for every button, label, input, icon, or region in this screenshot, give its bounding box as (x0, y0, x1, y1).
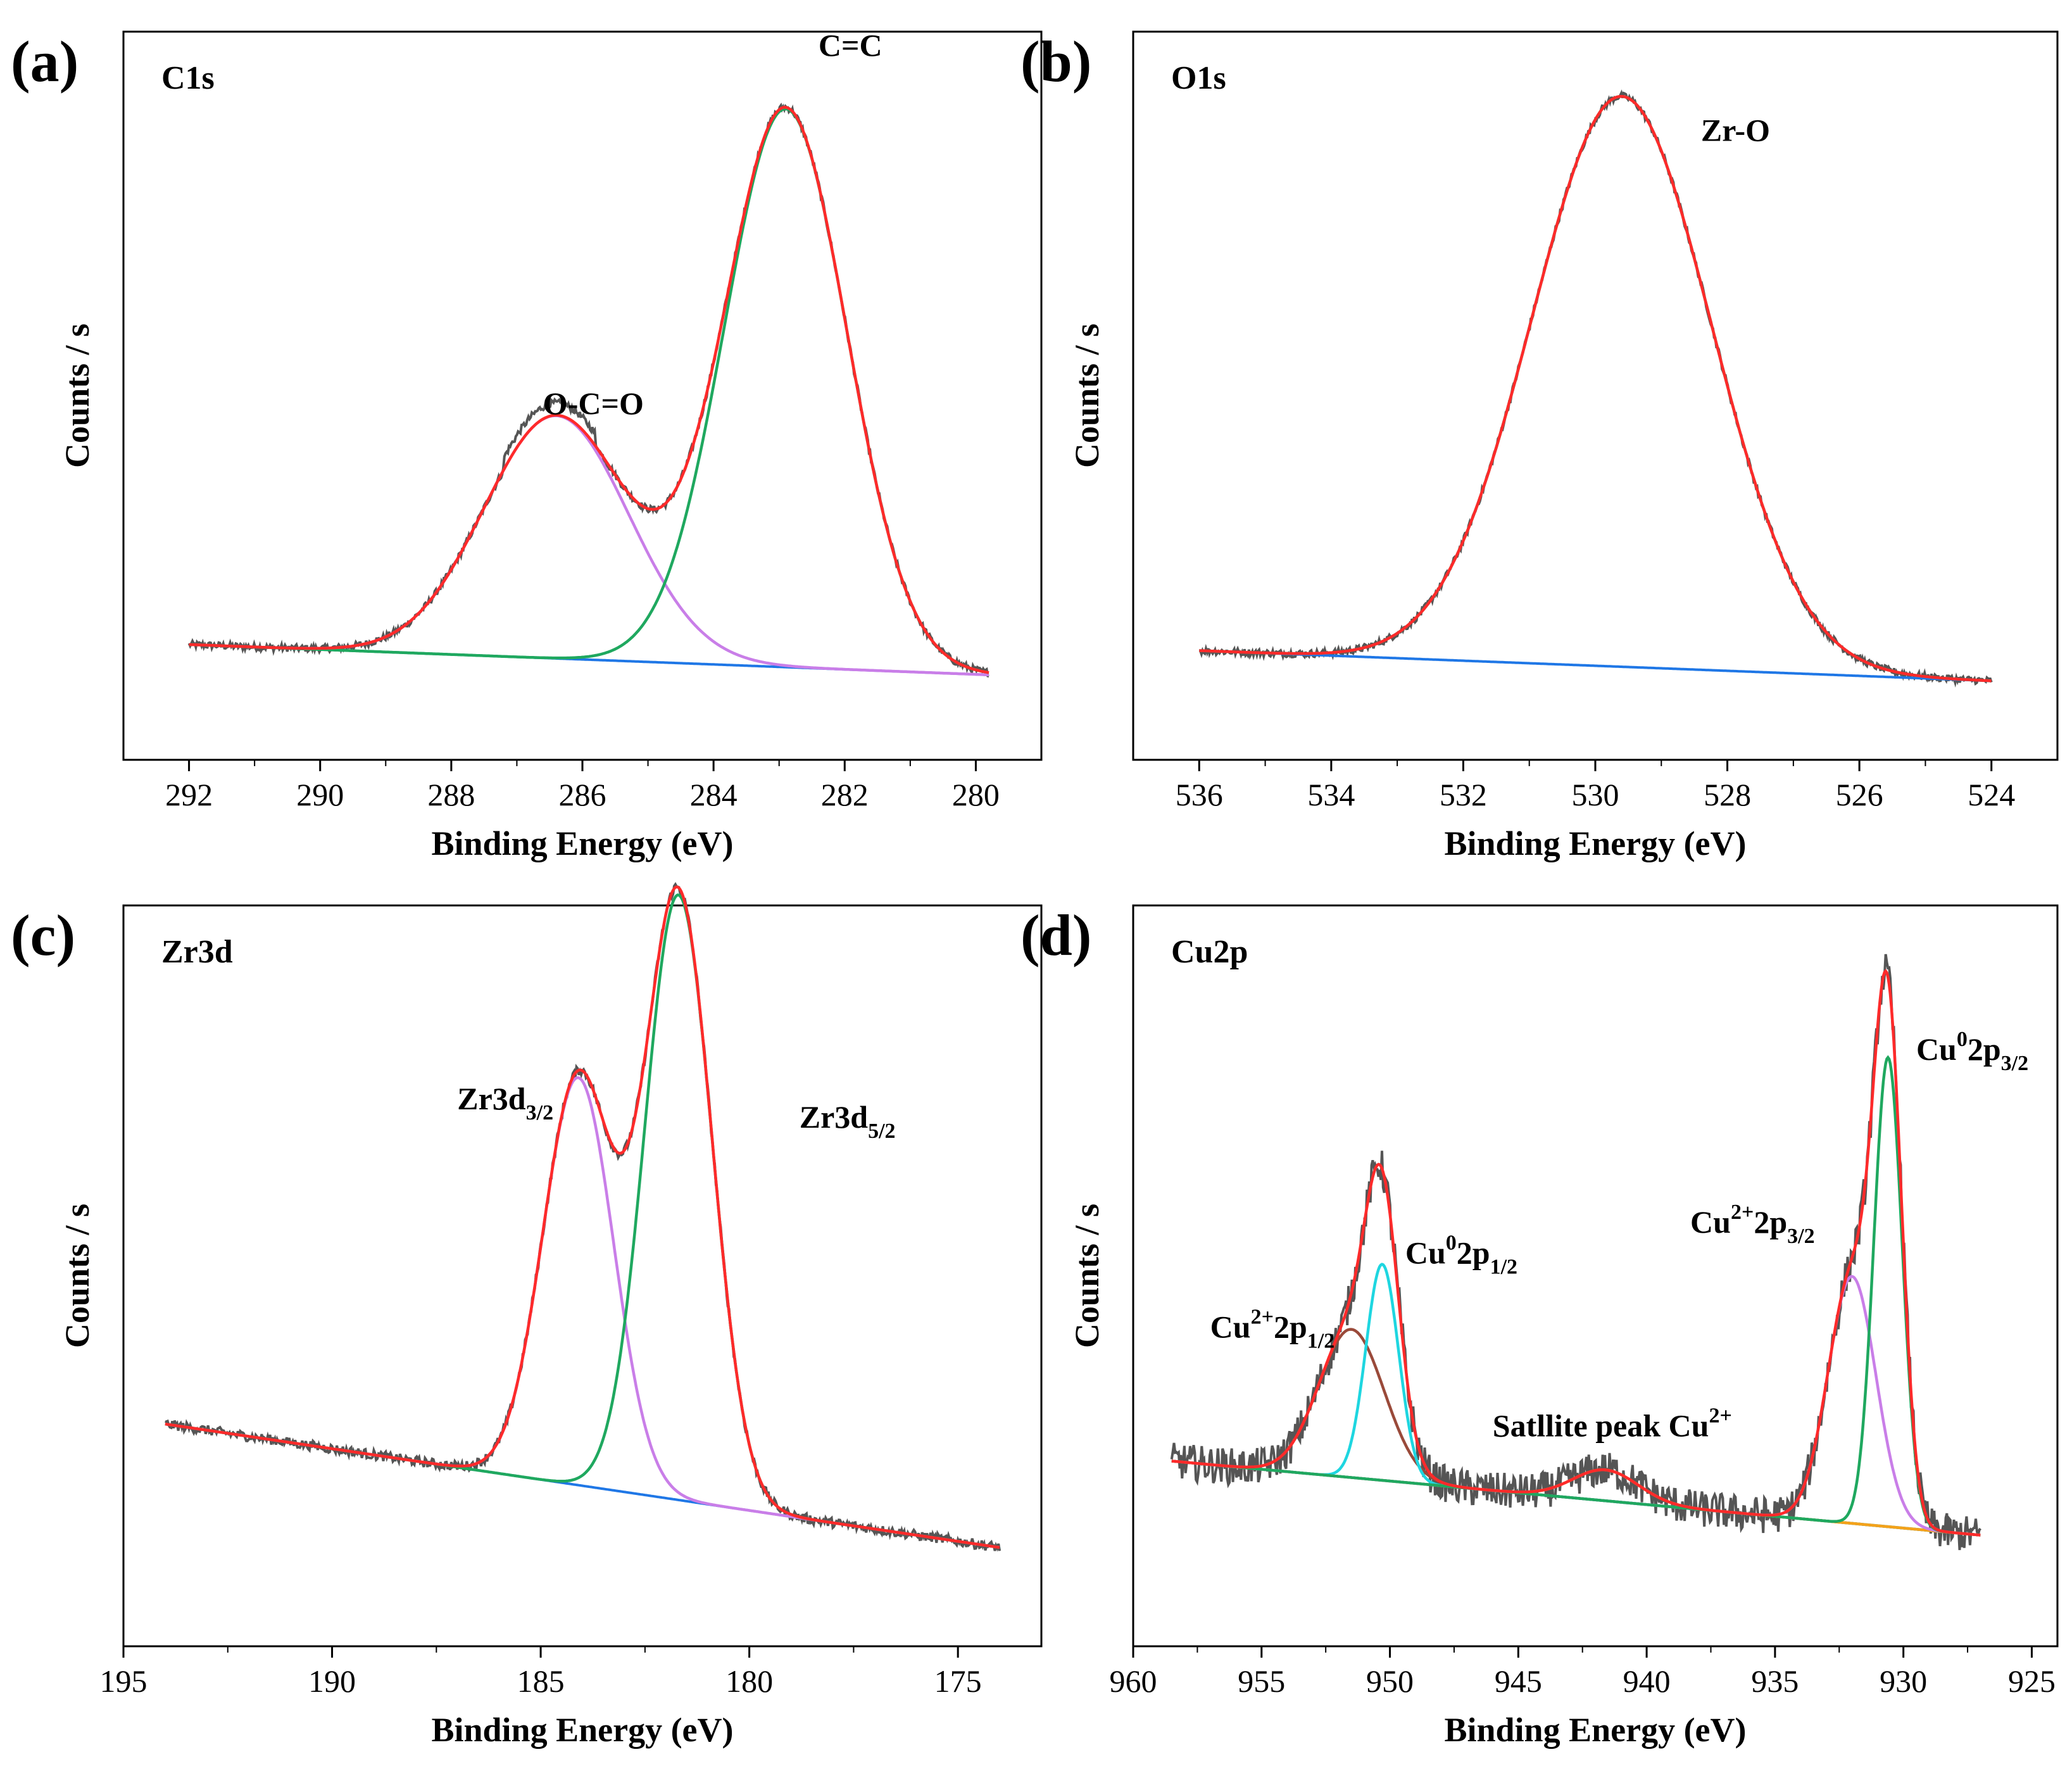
fit-envelope-line (1171, 969, 1981, 1537)
peak-annotation-text: Cu (1690, 1204, 1731, 1240)
peak-annotation-sub: 1/2 (1490, 1256, 1517, 1279)
x-tick-label: 534 (1307, 777, 1355, 812)
peak-annotation: Cu2+2p3/2 (1690, 1201, 1815, 1248)
peak-annotation-sub: 3/2 (1787, 1225, 1814, 1248)
peak-annotation: C=C (819, 27, 882, 63)
element-label: Cu2p (1171, 934, 1248, 970)
y-axis-title: Counts / s (1068, 324, 1106, 468)
x-tick-label: 175 (934, 1663, 982, 1699)
x-tick-label: 185 (517, 1663, 565, 1699)
fit-envelope-line (189, 106, 989, 674)
x-tick-label: 180 (725, 1663, 773, 1699)
peak-annotation-text: C=C (819, 27, 882, 63)
y-axis-title: Counts / s (1068, 1204, 1106, 1348)
panel-letter: (d) (1020, 903, 1091, 967)
element-label: Zr3d (161, 934, 233, 970)
x-tick-label: 190 (308, 1663, 356, 1699)
peak-annotation: Cu02p3/2 (1916, 1028, 2028, 1075)
peak-annotation: Zr3d3/2 (457, 1081, 553, 1125)
peak-annotation-text: Zr-O (1701, 113, 1770, 148)
x-axis-title: Binding Energy (eV) (1444, 824, 1746, 862)
fit-peak-zr3d-5-2 (165, 893, 1000, 1549)
y-axis-title: Counts / s (58, 324, 96, 468)
panel-letter: (c) (11, 903, 75, 967)
raw-data-line (164, 881, 1001, 1552)
fit-envelope-line (165, 885, 1000, 1549)
peak-annotation-text: Cu (1405, 1235, 1446, 1271)
peak-annotation: Cu2+2p1/2 (1210, 1306, 1335, 1353)
x-tick-label: 935 (1751, 1663, 1799, 1699)
peak-annotation-rest: 2p (1754, 1204, 1787, 1240)
element-label: O1s (1171, 60, 1226, 96)
panel-letter: (b) (1020, 29, 1091, 94)
x-tick-label: 940 (1623, 1663, 1671, 1699)
panel-zr3d: 195 190 185 180 175 Binding Energy (eV) Counts… (11, 881, 1043, 1749)
x-tick-label: 284 (690, 777, 738, 812)
element-label: C1s (161, 60, 215, 96)
panel-o1s: 536 534 532 530 528 526 524 Binding Energy (eV)… (1020, 29, 2059, 862)
peak-annotation-rest: 2p (1274, 1309, 1307, 1345)
x-tick-label: 288 (427, 777, 475, 812)
x-tick-label: 960 (1110, 1663, 1157, 1699)
peak-annotation-sub: 5/2 (868, 1119, 895, 1143)
peak-annotation-sup: 0 (1446, 1232, 1457, 1255)
peak-annotation: Zr-O (1701, 113, 1770, 148)
x-tick-label: 280 (952, 777, 1000, 812)
panel-c1s: 292 290 288 286 284 282 280 Binding Energy (eV)… (11, 27, 1043, 862)
x-tick-label: 945 (1495, 1663, 1542, 1699)
x-tick-label: 524 (1968, 777, 2015, 812)
peak-annotation-sup: 2+ (1731, 1201, 1754, 1224)
plot-frame (1132, 904, 2059, 1648)
peak-annotation-sub: 3/2 (526, 1101, 553, 1125)
plot-frame (122, 904, 1043, 1648)
x-tick-label: 195 (100, 1663, 148, 1699)
fit-peak-cu0-2p3-2 (1171, 1055, 1981, 1537)
x-tick-label: 286 (559, 777, 606, 812)
x-tick-label: 290 (296, 777, 344, 812)
peak-annotation: Satllite peak Cu2+ (1493, 1404, 1732, 1444)
panel-cu2p: 960 955 950 945 940 935 930 925 Binding Energy (… (1020, 903, 2059, 1749)
peak-annotation-text: Cu (1210, 1309, 1251, 1345)
peak-annotation: Cu02p1/2 (1405, 1232, 1517, 1279)
background-line (1199, 649, 1992, 683)
peak-annotation-rest: 2p (1457, 1235, 1490, 1271)
peak-annotation-text: O-C=O (543, 386, 644, 421)
peak-annotation-sup: 0 (1957, 1028, 1968, 1051)
peak-annotation-sub: 3/2 (2001, 1052, 2028, 1075)
peak-annotation: O-C=O (543, 386, 644, 421)
x-tick-label: 955 (1238, 1663, 1285, 1699)
peak-annotation-sup: 2+ (1251, 1306, 1274, 1329)
x-axis-title: Binding Energy (eV) (431, 824, 733, 862)
x-axis-title: Binding Energy (eV) (1444, 1711, 1746, 1749)
fit-envelope-line (1199, 94, 1992, 683)
peak-annotation-text: Zr3d (457, 1081, 526, 1116)
x-tick-label: 532 (1440, 777, 1487, 812)
x-tick-label: 528 (1704, 777, 1751, 812)
peak-annotation-sup: 2+ (1709, 1404, 1731, 1428)
x-tick-label: 526 (1836, 777, 1883, 812)
x-tick-label: 930 (1880, 1663, 1927, 1699)
x-tick-label: 282 (821, 777, 869, 812)
peak-annotation-rest: 2p (1968, 1031, 2001, 1067)
x-axis-title: Binding Energy (eV) (431, 1711, 733, 1749)
fit-peak-zr-o (1199, 94, 1992, 683)
panel-letter: (a) (11, 29, 78, 94)
peak-annotation-text: Cu (1916, 1031, 1957, 1067)
x-tick-label: 292 (165, 777, 213, 812)
x-tick-label: 536 (1176, 777, 1223, 812)
x-tick-label: 530 (1572, 777, 1619, 812)
peak-annotation-text: Zr3d (800, 1099, 869, 1135)
raw-data-line (1170, 954, 1981, 1551)
fit-peak-cu0-2p1-2 (1171, 1263, 1981, 1537)
raw-data-line (1199, 89, 1993, 688)
x-tick-label: 925 (2008, 1663, 2056, 1699)
peak-annotation-sub: 1/2 (1307, 1330, 1334, 1353)
peak-annotation-text: Satllite peak Cu (1493, 1408, 1709, 1444)
peak-annotation: Zr3d5/2 (800, 1099, 896, 1143)
y-axis-title: Counts / s (58, 1204, 96, 1348)
x-tick-label: 950 (1366, 1663, 1414, 1699)
